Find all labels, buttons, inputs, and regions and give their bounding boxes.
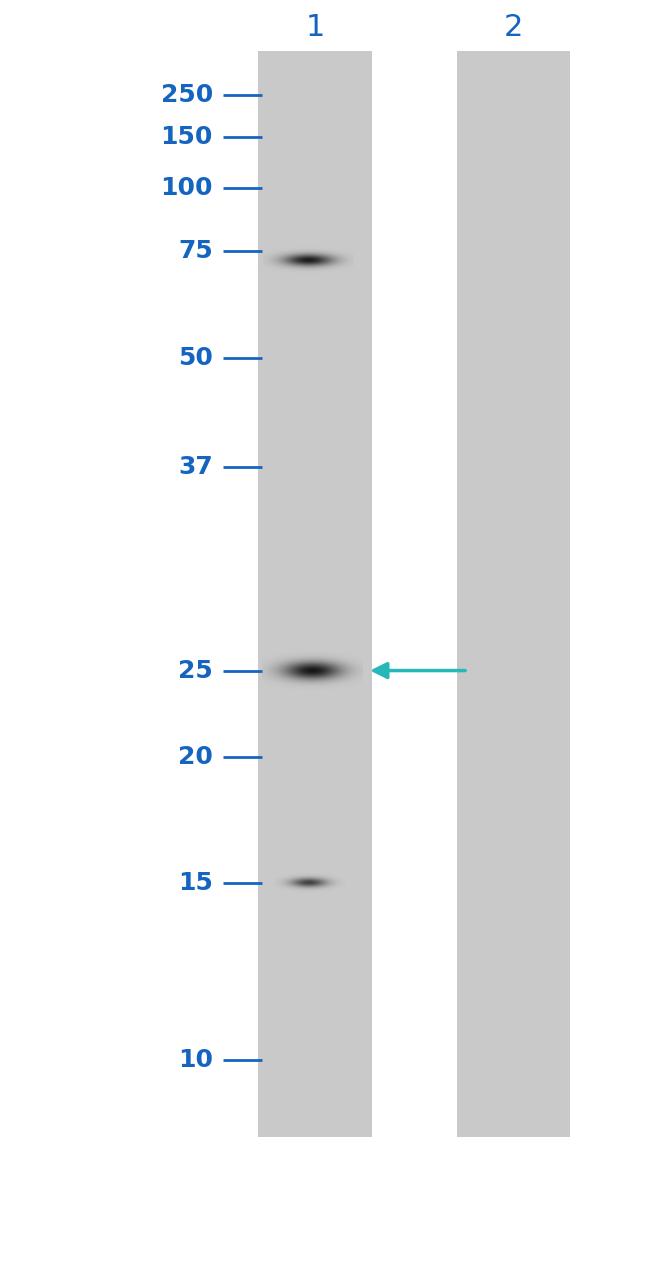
- Text: 250: 250: [161, 84, 213, 107]
- Text: 20: 20: [178, 745, 213, 768]
- Text: 150: 150: [161, 126, 213, 149]
- Text: 15: 15: [178, 871, 213, 894]
- Text: 1: 1: [306, 14, 325, 42]
- Text: 37: 37: [178, 456, 213, 479]
- Text: 10: 10: [178, 1049, 213, 1072]
- Text: 100: 100: [161, 177, 213, 199]
- Text: 25: 25: [178, 659, 213, 682]
- Text: 2: 2: [504, 14, 523, 42]
- Bar: [456, 51, 571, 1137]
- Text: 75: 75: [178, 240, 213, 263]
- Text: 50: 50: [178, 347, 213, 370]
- Bar: [259, 51, 372, 1137]
